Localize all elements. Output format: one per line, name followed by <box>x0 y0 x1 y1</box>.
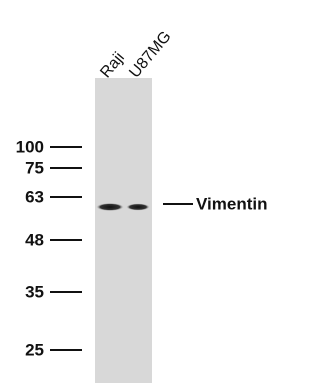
band-label: Vimentin <box>196 194 267 213</box>
marker-label: 35 <box>25 282 44 301</box>
lane-label: Raji <box>97 49 128 81</box>
band <box>96 203 124 211</box>
marker-label: 25 <box>25 340 44 359</box>
gel-lane <box>95 78 152 383</box>
band <box>126 203 150 210</box>
marker-label: 63 <box>25 187 44 206</box>
lane-label: U87MG <box>126 28 174 81</box>
marker-ladder: 100 75 63 48 35 25 <box>16 137 82 359</box>
marker-label: 48 <box>25 230 44 249</box>
blot: Raji U87MG 100 75 63 48 35 25 Vimentin <box>0 0 296 383</box>
marker-label: 75 <box>25 158 44 177</box>
marker-label: 100 <box>16 137 44 156</box>
